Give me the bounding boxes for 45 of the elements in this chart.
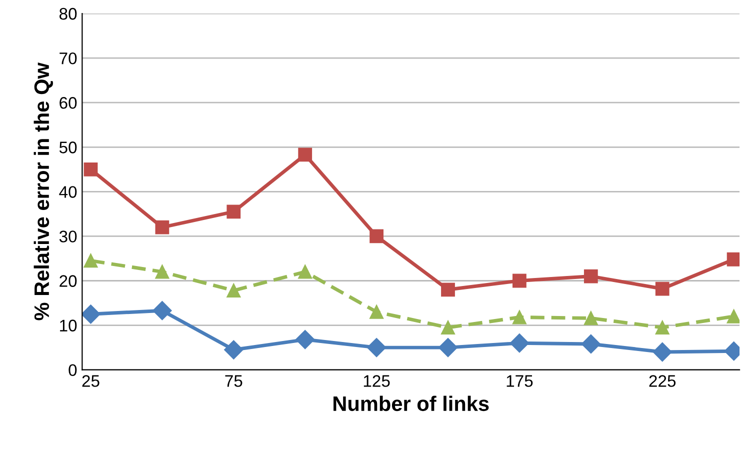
point (726, 309, 740, 324)
point (652, 342, 672, 362)
point (224, 340, 244, 360)
y-tick-label: 30 (59, 230, 77, 242)
point (84, 254, 98, 268)
y-tick-label: 10 (60, 320, 77, 332)
point (367, 338, 386, 358)
point (581, 334, 600, 354)
point (155, 264, 170, 279)
point (584, 269, 598, 284)
point (726, 252, 740, 266)
y-tick-label: 20 (60, 275, 77, 287)
point (298, 148, 312, 162)
point (84, 162, 98, 176)
y-tick-label: 80 (59, 8, 77, 20)
point (441, 282, 455, 297)
point (584, 311, 598, 326)
point (655, 282, 670, 296)
y-tick-label: 50 (59, 142, 77, 154)
point (510, 334, 529, 353)
point (441, 320, 455, 334)
point (298, 264, 312, 279)
y-tick-label: 60 (60, 97, 77, 109)
y-tick-label: 70 (60, 52, 77, 64)
x-tick-label: 125 (364, 375, 390, 387)
point (655, 320, 670, 334)
point (155, 220, 170, 234)
point (438, 338, 458, 358)
y-tick-label: 0 (68, 364, 77, 376)
point (370, 229, 384, 244)
x-tick-label: 25 (82, 375, 100, 387)
y-axis-title: % Relative error in the Qw (34, 62, 53, 320)
y-tick-label: 40 (59, 186, 77, 198)
x-tick-label: 75 (225, 375, 242, 387)
point (512, 274, 526, 288)
point (226, 204, 241, 219)
x-tick-label: 175 (506, 375, 533, 387)
point (82, 304, 100, 324)
point (152, 301, 172, 320)
point (370, 304, 384, 319)
x-axis-title: Number of links (334, 396, 489, 412)
x-tick-label: 225 (649, 375, 676, 387)
point (296, 330, 315, 350)
point (226, 284, 241, 298)
point (512, 310, 526, 324)
